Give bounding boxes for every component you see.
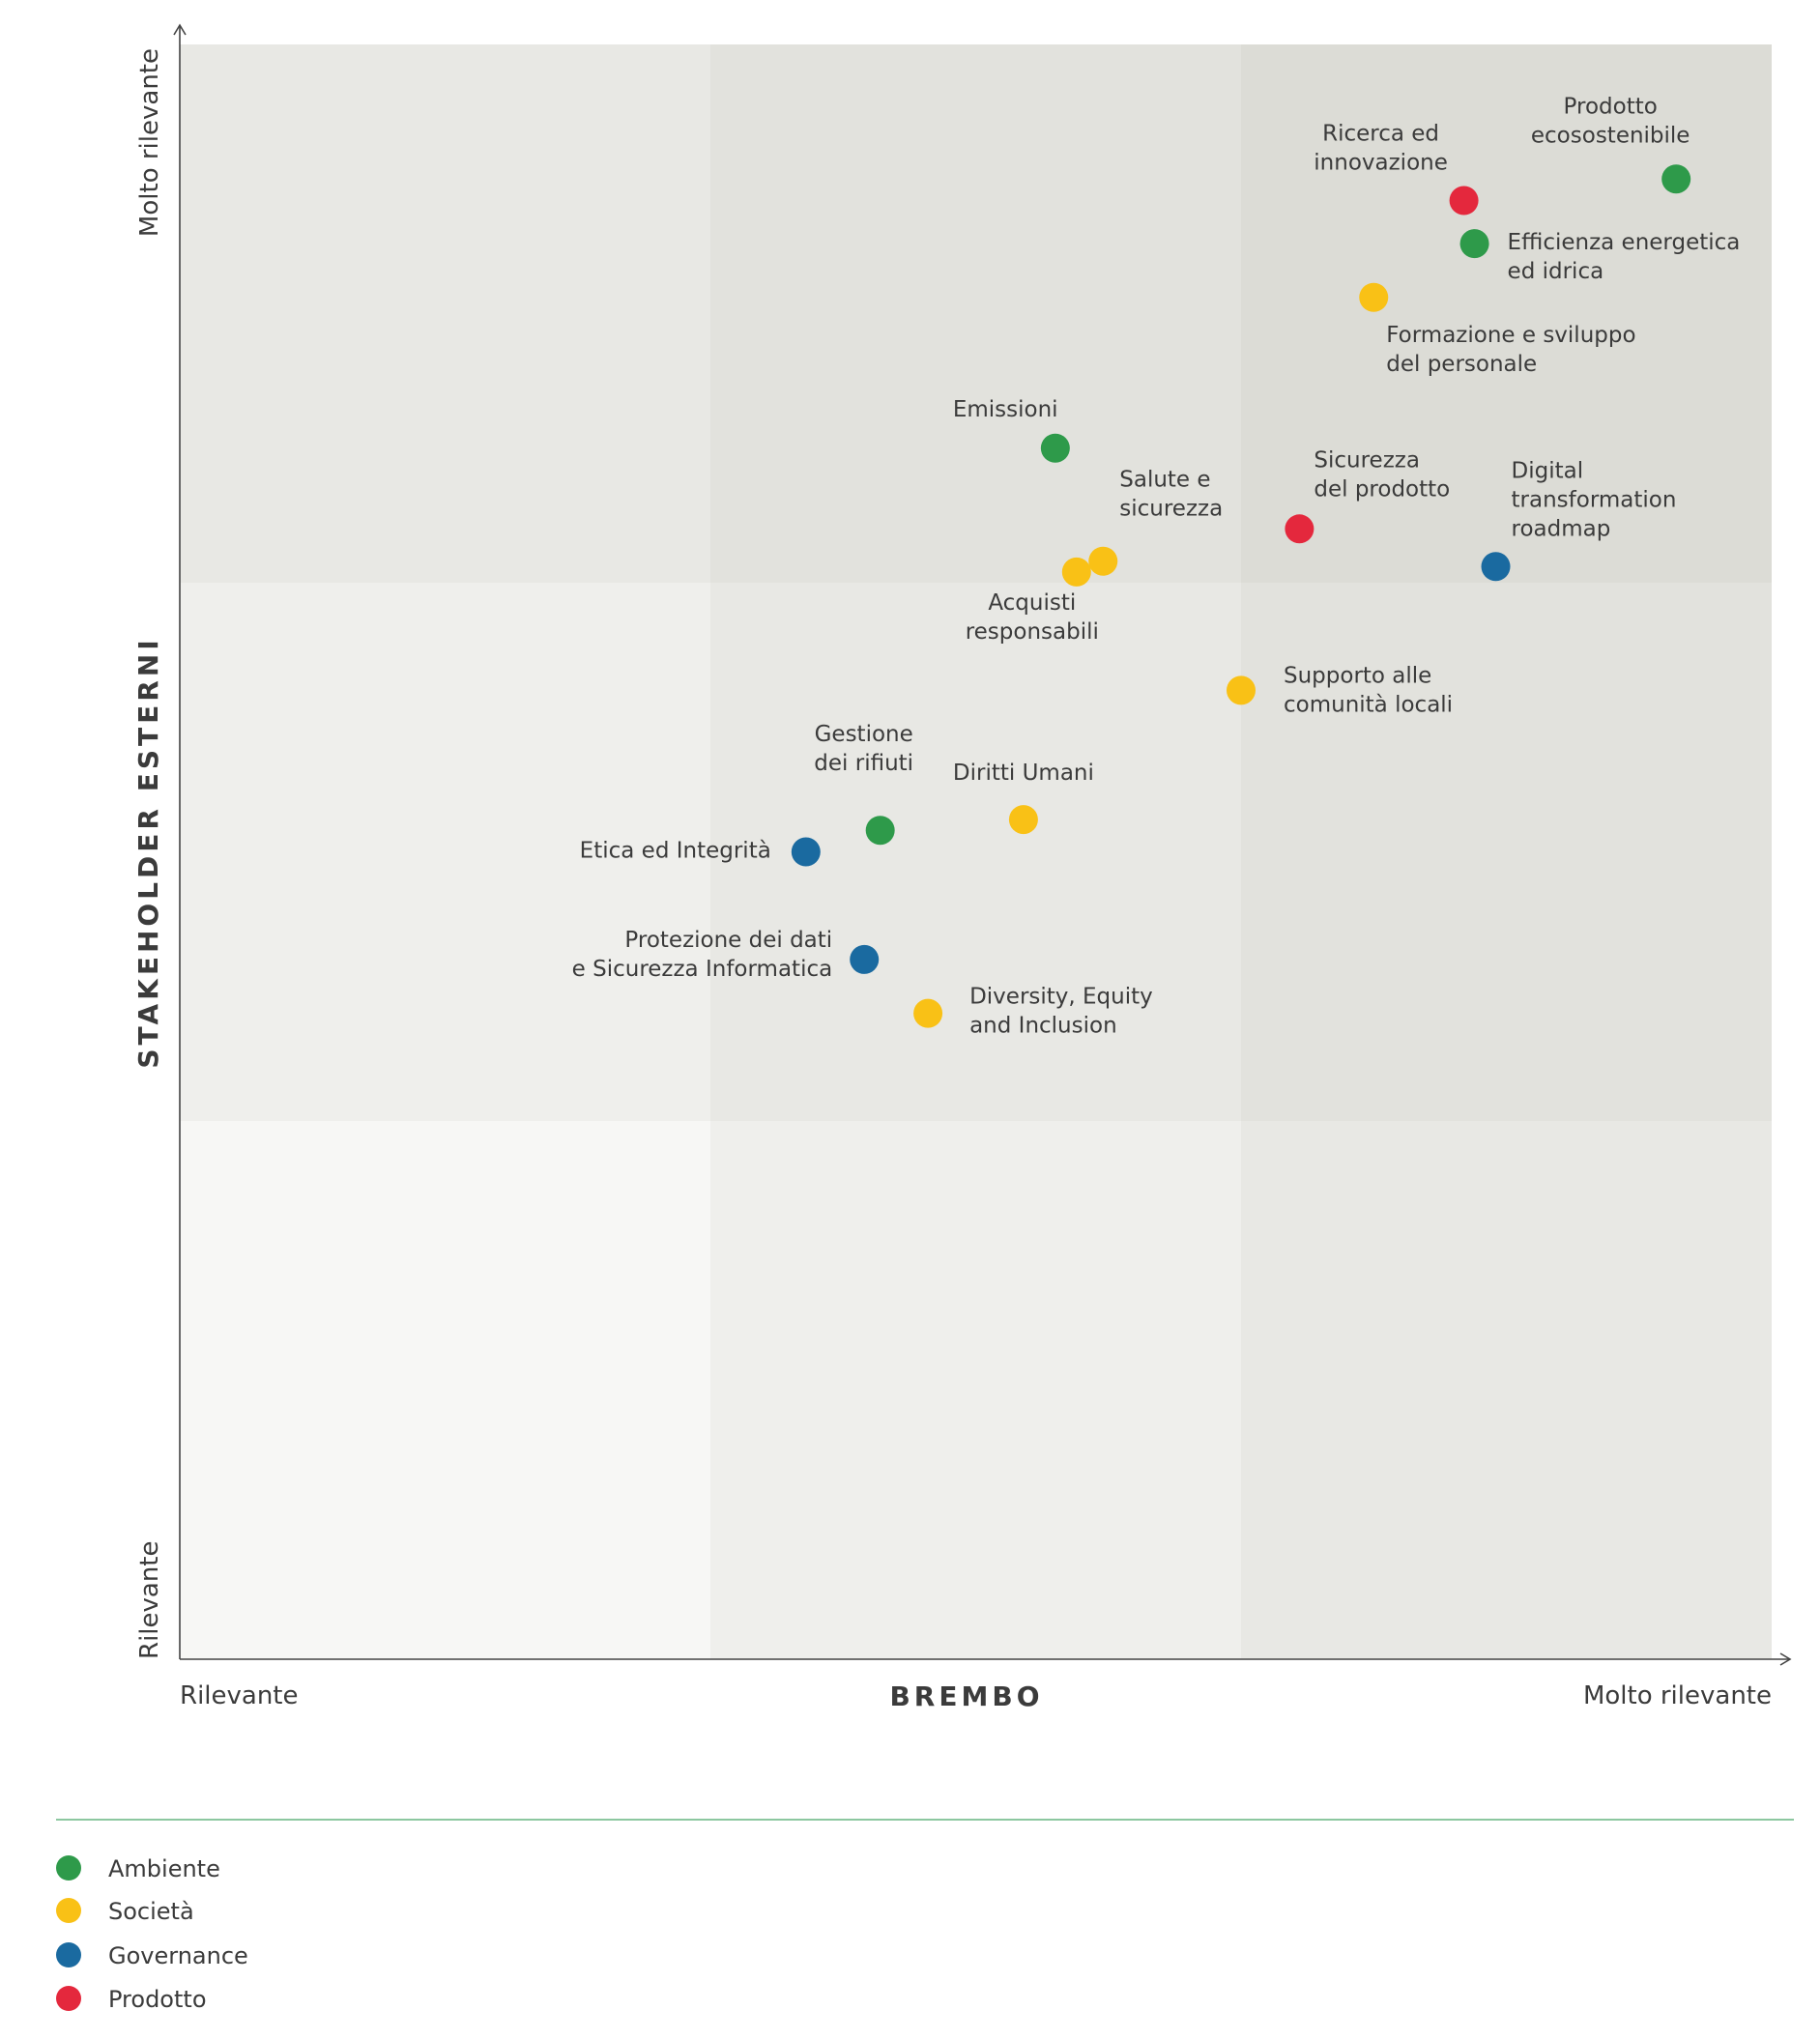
point-label: Acquisti — [988, 590, 1076, 616]
legend-swatch — [56, 1855, 81, 1881]
data-point — [1285, 514, 1314, 544]
data-point — [1088, 546, 1118, 576]
data-point — [1661, 164, 1691, 194]
zone-0-2 — [1241, 1121, 1772, 1659]
point-label: Protezione dei dati — [624, 928, 832, 953]
x-axis-arrow-icon — [1779, 1652, 1792, 1666]
point-label: Gestione — [815, 722, 913, 747]
x-axis-high-label: Molto rilevante — [1583, 1681, 1772, 1710]
zone-1-2 — [1241, 583, 1772, 1121]
data-points — [791, 164, 1691, 1028]
legend-swatch — [56, 1942, 81, 1967]
legend-label: Governance — [108, 1942, 248, 1969]
data-point — [1040, 433, 1070, 463]
point-label: e Sicurezza Informatica — [572, 957, 833, 982]
legend-label: Ambiente — [108, 1855, 220, 1882]
data-point — [1481, 552, 1511, 582]
data-point — [1449, 186, 1479, 215]
data-point — [1459, 229, 1489, 259]
y-axis-high-label: Molto rilevante — [135, 48, 164, 237]
data-point — [850, 944, 880, 974]
point-label: Prodotto — [1564, 94, 1658, 119]
point-labels: Prodotto ecosostenibile Ricerca ed innovazi… — [572, 94, 1741, 1038]
zone-2-2 — [1241, 44, 1772, 583]
data-point — [1227, 675, 1256, 705]
matrix-zones — [180, 44, 1772, 1659]
axis-labels: Rilevante Molto rilevante BREMBO Rilevante M… — [132, 48, 1772, 1712]
y-axis-low-label: Rilevante — [135, 1541, 164, 1660]
point-label: innovazione — [1314, 151, 1448, 176]
zone-1-0 — [180, 583, 710, 1121]
point-label: Salute e — [1119, 468, 1210, 493]
zone-2-1 — [710, 44, 1241, 583]
data-point — [1359, 282, 1389, 312]
legend-label: Prodotto — [108, 1986, 207, 2013]
legend: Ambiente Società Governance Prodotto — [56, 1819, 1794, 2013]
zone-0-0 — [180, 1121, 710, 1659]
legend-label: Società — [108, 1898, 194, 1925]
point-label: Emissioni — [953, 397, 1058, 422]
data-point — [865, 816, 895, 846]
point-label: Diritti Umani — [953, 761, 1094, 786]
data-point — [1061, 557, 1091, 587]
point-label: Sicurezza — [1314, 447, 1420, 473]
legend-swatch — [56, 1898, 81, 1923]
point-label: Etica ed Integrità — [580, 839, 771, 864]
point-label: Digital — [1512, 458, 1584, 483]
point-label: Efficienza energetica — [1508, 230, 1741, 255]
axes — [173, 23, 1792, 1666]
point-label: Supporto alle — [1284, 663, 1431, 688]
point-label: ed idrica — [1508, 259, 1604, 284]
data-point — [791, 837, 821, 867]
point-label: Formazione e sviluppo — [1386, 323, 1635, 348]
data-point — [913, 998, 943, 1028]
data-point — [1008, 805, 1038, 835]
point-label: roadmap — [1512, 516, 1611, 541]
point-label: del personale — [1386, 352, 1537, 377]
zone-0-1 — [710, 1121, 1241, 1659]
point-label: sicurezza — [1119, 497, 1223, 522]
point-label: ecosostenibile — [1531, 123, 1690, 148]
point-label: Ricerca ed — [1322, 122, 1439, 147]
point-label: comunità locali — [1284, 692, 1453, 717]
point-label: transformation — [1512, 487, 1677, 512]
y-axis-title: STAKEHOLDER ESTERNI — [132, 636, 164, 1068]
point-label: Diversity, Equity — [969, 985, 1153, 1010]
zone-2-0 — [180, 44, 710, 583]
x-axis-title: BREMBO — [889, 1680, 1043, 1712]
legend-swatch — [56, 1986, 81, 2011]
x-axis-low-label: Rilevante — [180, 1681, 299, 1710]
point-label: del prodotto — [1314, 476, 1450, 502]
y-axis-arrow-icon — [173, 23, 187, 36]
point-label: dei rifiuti — [814, 751, 913, 776]
point-label: and Inclusion — [969, 1014, 1117, 1039]
zone-1-1 — [710, 583, 1241, 1121]
point-label: responsabili — [966, 619, 1099, 645]
